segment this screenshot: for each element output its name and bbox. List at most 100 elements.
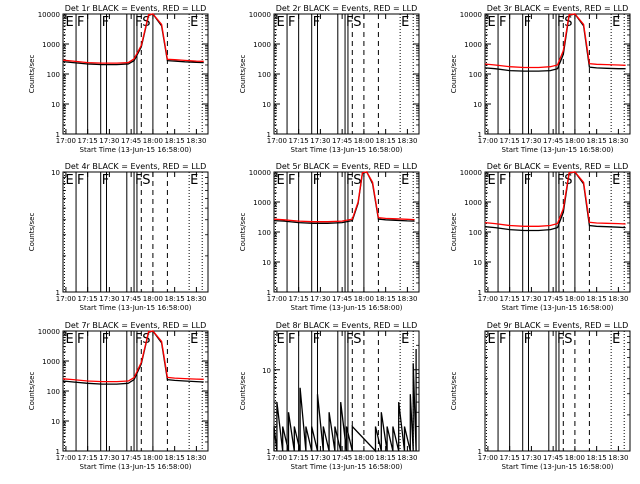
marker-label: F	[557, 173, 564, 188]
y-axis-label: Counts/sec	[239, 213, 247, 252]
panel-9: Det 9r BLACK = Events, RED = LLD Counts/s…	[450, 321, 631, 471]
marker-label: F	[557, 15, 564, 30]
marker-label: E	[190, 332, 198, 347]
x-tick-label: 18:00	[143, 295, 163, 303]
y-tick-label: 100	[47, 388, 60, 396]
plot-frame	[484, 330, 631, 452]
marker-label: F	[313, 173, 320, 188]
marker-label: F	[524, 173, 531, 188]
y-tick-label: 100	[469, 71, 482, 79]
x-tick-label: 18:30	[397, 137, 417, 145]
y-tick-label: 10000	[38, 11, 60, 19]
panel-title: Det 3r BLACK = Events, RED = LLD	[487, 4, 629, 13]
y-tick-label: 1	[56, 448, 60, 456]
y-axis-label: Counts/sec	[450, 213, 458, 252]
x-tick-label: 17:30	[521, 137, 541, 145]
marker-label: F	[77, 332, 84, 347]
x-axis-label: Start Time (13-Jun-15 16:58:00)	[80, 146, 192, 154]
panel-title: Det 4r BLACK = Events, RED = LLD	[65, 162, 207, 171]
y-tick-label: 1000	[42, 358, 60, 366]
marker-label: S	[142, 173, 150, 188]
marker-label: F	[288, 15, 295, 30]
x-tick-label: 18:15	[376, 295, 396, 303]
y-tick-label: 10	[262, 101, 271, 109]
y-tick-label: 1000	[464, 199, 482, 207]
panel-7: Det 7r BLACK = Events, RED = LLD Counts/s…	[28, 321, 209, 471]
series-events	[273, 349, 417, 453]
x-tick-label: 17:30	[310, 454, 330, 462]
x-tick-label: 17:30	[99, 295, 119, 303]
marker-label: F	[499, 332, 506, 347]
plot-frame	[62, 13, 209, 135]
marker-label: F	[288, 173, 295, 188]
marker-label: F	[346, 15, 353, 30]
y-axis-label: Counts/sec	[239, 372, 247, 411]
x-tick-label: 17:15	[500, 137, 520, 145]
marker-label: E	[487, 15, 495, 30]
panel-title: Det 7r BLACK = Events, RED = LLD	[65, 321, 207, 330]
x-tick-label: 18:30	[397, 295, 417, 303]
panel-5: Det 5r BLACK = Events, RED = LLD Counts/s…	[239, 162, 420, 312]
x-tick-label: 18:15	[165, 295, 185, 303]
series-lld	[62, 330, 204, 383]
marker-label: E	[612, 173, 620, 188]
marker-label: F	[102, 173, 109, 188]
x-tick-label: 17:00	[56, 295, 76, 303]
marker-label: F	[102, 332, 109, 347]
marker-label: F	[313, 332, 320, 347]
y-tick-label: 10000	[460, 169, 482, 177]
y-tick-label: 100	[258, 71, 271, 79]
x-axis-label: Start Time (13-Jun-15 16:58:00)	[291, 463, 403, 471]
x-tick-label: 17:30	[521, 454, 541, 462]
x-tick-label: 18:00	[354, 137, 374, 145]
plot-frame	[484, 13, 631, 135]
y-tick-label: 10	[51, 418, 60, 426]
x-axis-label: Start Time (13-Jun-15 16:58:00)	[291, 304, 403, 312]
x-tick-label: 18:30	[608, 137, 628, 145]
x-axis-label: Start Time (13-Jun-15 16:58:00)	[502, 146, 614, 154]
x-tick-label: 17:45	[121, 137, 141, 145]
y-tick-label: 10000	[249, 169, 271, 177]
y-tick-label: 1	[267, 131, 271, 139]
marker-label: E	[190, 15, 198, 30]
x-tick-label: 18:15	[587, 295, 607, 303]
y-tick-label: 1000	[464, 41, 482, 49]
marker-label: F	[77, 173, 84, 188]
x-axis-label: Start Time (13-Jun-15 16:58:00)	[291, 146, 403, 154]
x-tick-label: 17:45	[543, 295, 563, 303]
marker-label: S	[353, 173, 361, 188]
x-tick-label: 17:45	[332, 454, 352, 462]
y-tick-label: 1	[478, 289, 482, 297]
marker-label: E	[401, 173, 409, 188]
y-tick-label: 10000	[249, 11, 271, 19]
panel-title: Det 8r BLACK = Events, RED = LLD	[276, 321, 418, 330]
x-tick-label: 18:00	[354, 454, 374, 462]
x-tick-label: 17:15	[78, 454, 98, 462]
x-tick-label: 17:45	[121, 454, 141, 462]
plot-frame	[273, 171, 420, 293]
x-tick-label: 17:00	[267, 454, 287, 462]
x-tick-label: 18:00	[354, 295, 374, 303]
x-tick-label: 17:45	[332, 137, 352, 145]
y-tick-label: 1	[56, 131, 60, 139]
marker-label: F	[346, 332, 353, 347]
marker-label: F	[557, 332, 564, 347]
x-tick-label: 18:00	[565, 454, 585, 462]
x-tick-label: 17:15	[500, 295, 520, 303]
x-tick-label: 18:30	[608, 295, 628, 303]
x-tick-label: 17:00	[478, 137, 498, 145]
panel-title: Det 2r BLACK = Events, RED = LLD	[276, 4, 418, 13]
panel-title: Det 9r BLACK = Events, RED = LLD	[487, 321, 629, 330]
y-tick-label: 10	[262, 367, 271, 375]
marker-label: F	[135, 332, 142, 347]
marker-label: E	[487, 332, 495, 347]
plot-frame	[62, 330, 209, 452]
x-tick-label: 17:45	[543, 454, 563, 462]
y-tick-label: 10	[473, 259, 482, 267]
x-tick-label: 17:45	[121, 295, 141, 303]
marker-label: E	[65, 15, 73, 30]
x-tick-label: 17:00	[267, 295, 287, 303]
x-tick-label: 18:00	[143, 137, 163, 145]
marker-label: S	[353, 15, 361, 30]
